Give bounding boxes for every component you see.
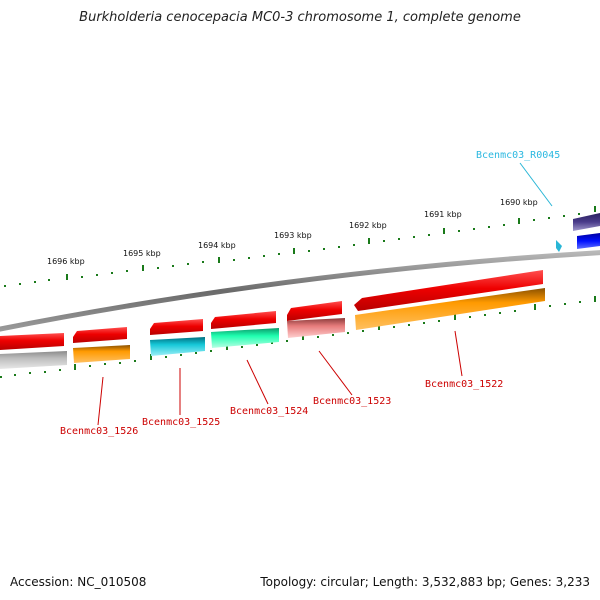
tick-label-1692: 1692 kbp xyxy=(349,221,387,230)
gene-label-1522[interactable]: Bcenmc03_1522 xyxy=(425,379,503,390)
upper-scale xyxy=(4,206,596,287)
lower-scale xyxy=(0,296,596,378)
block-orange-1522[interactable] xyxy=(355,288,545,330)
leader-1522 xyxy=(454,330,463,377)
block-pink-1523[interactable] xyxy=(287,318,345,338)
gene-labels: Bcenmc03_R0045 Bcenmc03_1522 Bcenmc03_15… xyxy=(60,150,560,437)
gene-arrow-left[interactable] xyxy=(0,333,64,350)
block-blue-right[interactable] xyxy=(577,233,600,249)
tick-label-1694: 1694 kbp xyxy=(198,241,236,250)
gene-label-r0045[interactable]: Bcenmc03_R0045 xyxy=(476,150,560,161)
leader-1523 xyxy=(318,350,353,396)
tick-label-1693: 1693 kbp xyxy=(274,231,312,240)
tick-label-1690: 1690 kbp xyxy=(500,198,538,207)
backbone-track xyxy=(0,250,600,332)
block-gray-left[interactable] xyxy=(0,351,67,369)
leader-1526 xyxy=(97,376,104,426)
gene-arrow-1524[interactable] xyxy=(211,311,276,329)
block-green-1524[interactable] xyxy=(211,328,279,348)
block-cyan-1525[interactable] xyxy=(150,337,205,356)
scale-labels: 1690 kbp 1691 kbp 1692 kbp 1693 kbp 1694… xyxy=(47,198,538,266)
gene-arrow-1525[interactable] xyxy=(150,319,203,335)
map-title: Burkholderia cenocepacia MC0-3 chromosom… xyxy=(79,10,521,25)
leader-r0045 xyxy=(519,162,553,207)
gene-label-1524[interactable]: Bcenmc03_1524 xyxy=(230,406,308,417)
gene-arrow-1526[interactable] xyxy=(73,327,127,343)
gene-arrow-1522[interactable] xyxy=(354,270,543,311)
gene-row-outer xyxy=(0,213,600,350)
gene-label-1526[interactable]: Bcenmc03_1526 xyxy=(60,426,138,437)
tick-label-1691: 1691 kbp xyxy=(424,210,462,219)
genome-summary: Topology: circular; Length: 3,532,883 bp… xyxy=(260,575,590,589)
tick-label-1695: 1695 kbp xyxy=(123,249,161,258)
gene-label-1525[interactable]: Bcenmc03_1525 xyxy=(142,417,220,428)
leader-1524 xyxy=(246,359,269,405)
tick-label-1696: 1696 kbp xyxy=(47,257,85,266)
gene-label-1523[interactable]: Bcenmc03_1523 xyxy=(313,396,391,407)
gene-arrow-navy[interactable] xyxy=(573,213,600,231)
rna-marker-r0045[interactable] xyxy=(556,240,562,252)
gene-row-inner xyxy=(0,233,600,369)
accession-text: Accession: NC_010508 xyxy=(10,575,147,589)
gene-arrow-1523[interactable] xyxy=(287,301,342,321)
block-orange-1526[interactable] xyxy=(73,345,130,363)
leader-lines xyxy=(97,162,553,426)
